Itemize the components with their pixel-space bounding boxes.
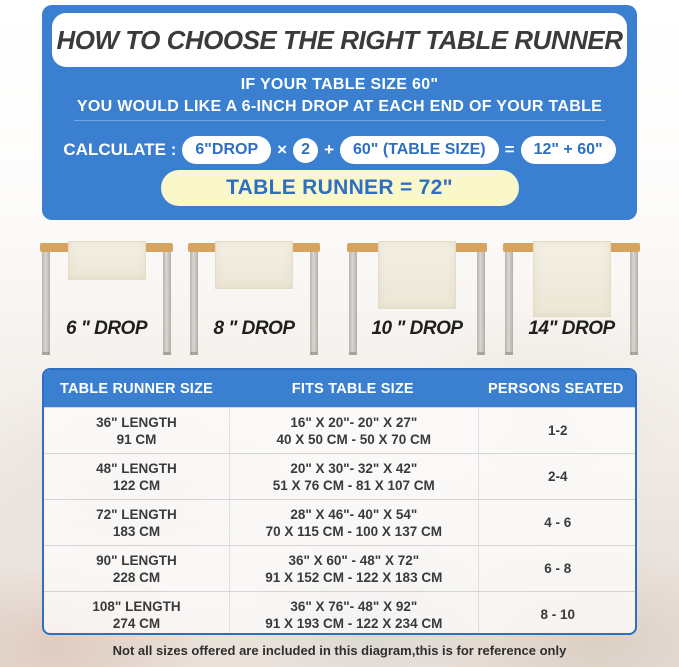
plus-operator: + [324, 140, 334, 159]
runner-size-inches: 90" LENGTH [96, 552, 177, 568]
persons-seated-cell: 8 - 10 [540, 607, 576, 622]
runner-size-cell: 108" LENGTH 274 CM [44, 592, 230, 633]
footer-note: Not all sizes offered are included in th… [112, 643, 567, 658]
formula-row: CALCULATE : 6"DROP × 2 + 60" (TABLE SIZE… [42, 135, 637, 165]
size-table-header: TABLE RUNNER SIZE FITS TABLE SIZE PERSON… [44, 370, 635, 407]
divider-line [74, 120, 605, 121]
runner-drape [378, 241, 456, 309]
fits-table-cell: 28" X 46"- 40" X 54" 70 X 115 CM - 100 X… [230, 500, 479, 545]
runner-size-cm: 183 CM [112, 523, 161, 539]
size-table: TABLE RUNNER SIZE FITS TABLE SIZE PERSON… [42, 368, 637, 635]
runner-result-text: TABLE RUNNER = 72" [226, 176, 453, 199]
column-header-persons: PERSONS SEATED [488, 380, 624, 397]
table-row: 72" LENGTH 183 CM 28" X 46"- 40" X 54" 7… [44, 499, 635, 545]
runner-size-cm: 228 CM [112, 569, 161, 585]
header-panel: HOW TO CHOOSE THE RIGHT TABLE RUNNER IF … [42, 5, 637, 220]
fits-table-cell: 36" X 60" - 48" X 72" 91 X 152 CM - 122 … [230, 546, 479, 591]
fits-inches: 36" X 76"- 48" X 92" [290, 598, 418, 614]
fits-cm: 70 X 115 CM - 100 X 137 CM [265, 523, 442, 539]
page-title: HOW TO CHOOSE THE RIGHT TABLE RUNNER [56, 24, 623, 55]
table-leg [630, 251, 638, 355]
persons-seated-cell: 6 - 8 [544, 561, 572, 576]
runner-size-cm: 274 CM [112, 615, 161, 631]
multiplier-badge: 2 [293, 137, 319, 163]
runner-size-inches: 72" LENGTH [96, 506, 177, 522]
runner-result-pill: TABLE RUNNER = 72" [160, 170, 519, 206]
subtitle-line2: YOU WOULD LIKE A 6-INCH DROP AT EACH END… [76, 98, 603, 115]
fits-table-cell: 36" X 76"- 48" X 92" 91 X 193 CM - 122 X… [230, 592, 479, 633]
table-leg [190, 251, 198, 355]
fits-cm: 91 X 152 CM - 122 X 183 CM [265, 569, 443, 585]
title-box: HOW TO CHOOSE THE RIGHT TABLE RUNNER [52, 13, 627, 67]
runner-size-inches: 36" LENGTH [96, 414, 177, 430]
equals-operator: = [504, 140, 515, 159]
table-row: 36" LENGTH 91 CM 16" X 20"- 20" X 27" 40… [44, 407, 635, 453]
persons-seated-cell: 1-2 [548, 423, 568, 438]
fits-table-cell: 20" X 30"- 32" X 42" 51 X 76 CM - 81 X 1… [230, 454, 479, 499]
runner-size-cell: 72" LENGTH 183 CM [44, 500, 230, 545]
sum-pill: 12" + 60" [520, 136, 616, 164]
runner-size-cell: 36" LENGTH 91 CM [44, 408, 230, 453]
table-figure-6-drop: 6 " DROP [40, 238, 173, 368]
runner-size-cell: 48" LENGTH 122 CM [44, 454, 230, 499]
runner-size-cell: 90" LENGTH 228 CM [44, 546, 230, 591]
table-leg [505, 251, 513, 355]
fits-cm: 40 X 50 CM - 50 X 70 CM [276, 431, 432, 447]
table-leg [42, 251, 50, 355]
runner-drape [67, 241, 146, 280]
runner-drape [215, 241, 293, 289]
fits-inches: 28" X 46"- 40" X 54" [290, 506, 418, 522]
fits-inches: 20" X 30"- 32" X 42" [290, 460, 418, 476]
persons-seated-cell: 4 - 6 [544, 515, 572, 530]
subtitle-line1: IF YOUR TABLE SIZE 60" [240, 76, 439, 93]
table-figure-10-drop: 10 " DROP [347, 238, 487, 368]
fits-cm: 91 X 193 CM - 122 X 234 CM [265, 615, 443, 631]
multiply-operator: × [277, 140, 288, 159]
drop-label: 6 " DROP [65, 318, 148, 339]
runner-size-inches: 48" LENGTH [96, 460, 177, 476]
table-leg [477, 251, 485, 355]
table-row: 48" LENGTH 122 CM 20" X 30"- 32" X 42" 5… [44, 453, 635, 499]
runner-drape [532, 241, 611, 317]
column-header-fits-table: FITS TABLE SIZE [291, 380, 414, 397]
runner-size-cm: 122 CM [112, 477, 161, 493]
runner-size-inches: 108" LENGTH [92, 598, 181, 614]
persons-seated-cell: 2-4 [548, 469, 568, 484]
fits-inches: 36" X 60" - 48" X 72" [288, 552, 420, 568]
drop-pill: 6"DROP [182, 136, 272, 164]
table-leg [349, 251, 357, 355]
table-row: 108" LENGTH 274 CM 36" X 76"- 48" X 92" … [44, 591, 635, 633]
table-row: 90" LENGTH 228 CM 36" X 60" - 48" X 72" … [44, 545, 635, 591]
fits-table-cell: 16" X 20"- 20" X 27" 40 X 50 CM - 50 X 7… [230, 408, 479, 453]
table-leg [163, 251, 171, 355]
runner-size-cm: 91 CM [116, 431, 157, 447]
fits-inches: 16" X 20"- 20" X 27" [290, 414, 418, 430]
table-figure-8-drop: 8 " DROP [188, 238, 320, 368]
table-figure-14-drop: 14" DROP [503, 238, 640, 368]
drop-label: 8 " DROP [213, 318, 295, 339]
table-size-pill: 60" (TABLE SIZE) [340, 136, 499, 164]
drop-label: 10 " DROP [371, 318, 463, 339]
drop-label: 14" DROP [528, 318, 615, 339]
column-header-runner-size: TABLE RUNNER SIZE [60, 380, 213, 397]
calculate-label: CALCULATE : [63, 140, 177, 159]
fits-cm: 51 X 76 CM - 81 X 107 CM [272, 477, 435, 493]
table-leg [310, 251, 318, 355]
